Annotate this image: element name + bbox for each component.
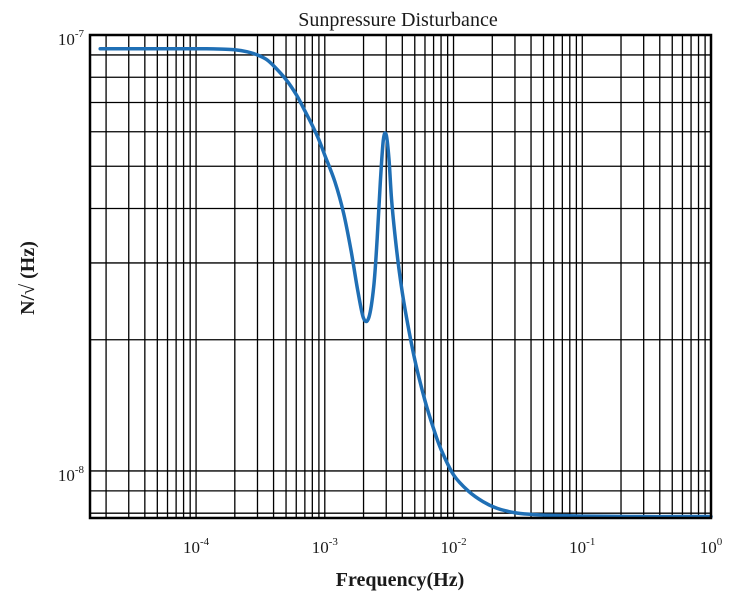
plot-frame <box>88 33 713 520</box>
x-tick-label: 100 <box>700 536 723 557</box>
y-axis-label: N/√ (Hz) <box>17 241 39 315</box>
x-tick-label: 10-3 <box>312 536 339 557</box>
x-tick-label: 10-1 <box>569 536 595 557</box>
y-tick-label: 10-8 <box>58 464 85 485</box>
chart-title: Sunpressure Disturbance <box>298 9 498 31</box>
y-tick-labels: 10-8 10-7 <box>58 28 85 485</box>
x-tick-label: 10-2 <box>440 536 466 557</box>
y-tick-label: 10-7 <box>58 28 85 49</box>
x-axis-label: Frequency(Hz) <box>336 569 465 591</box>
series-line <box>98 46 713 519</box>
x-tick-label: 10-4 <box>183 536 210 557</box>
grid-lines <box>90 34 712 518</box>
x-tick-labels: 10-4 10-3 10-2 10-1 100 <box>183 536 723 557</box>
